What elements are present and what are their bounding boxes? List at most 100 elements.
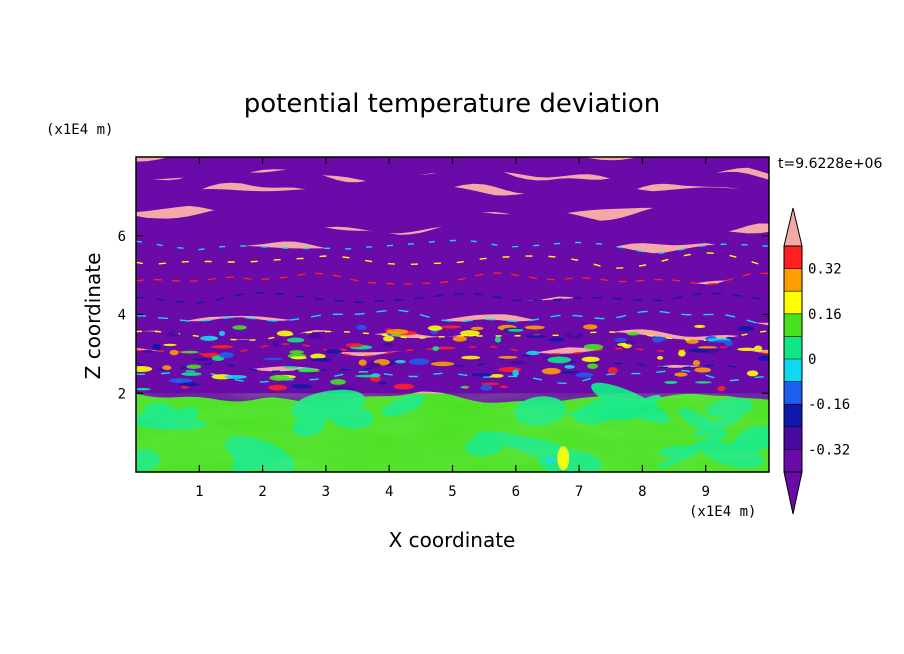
mixing-blob	[330, 379, 347, 385]
mixing-blob	[526, 350, 540, 356]
mixing-blob	[179, 382, 200, 387]
heatmap-field	[136, 157, 769, 472]
colorbar-segment	[784, 246, 802, 269]
mixing-blob	[368, 362, 381, 368]
x-tick-label: 3	[322, 484, 330, 500]
mixing-blob	[624, 339, 636, 345]
x-tick-label: 1	[195, 484, 203, 500]
y-tick-label: 4	[118, 308, 126, 324]
purple-band	[136, 183, 769, 219]
mixing-blob	[548, 337, 565, 342]
band-edge	[136, 252, 769, 269]
lower-texture	[136, 393, 769, 472]
mixing-blob	[697, 346, 718, 349]
mixing-blob	[614, 338, 627, 343]
band-edge	[136, 309, 769, 327]
mixing-blob	[746, 370, 759, 377]
mixing-blob	[657, 355, 664, 360]
mixing-blob	[678, 350, 686, 357]
mixing-blob	[694, 381, 712, 384]
colorbar-extend-bottom	[783, 471, 803, 515]
mixing-blob	[737, 325, 755, 332]
mixing-blob	[692, 360, 701, 366]
mixing-blob	[581, 356, 600, 363]
mixing-blob	[232, 325, 247, 330]
mixing-blob	[269, 374, 290, 381]
colorbar-segment	[784, 291, 802, 314]
mixing-blob	[757, 355, 769, 361]
mixing-blob	[408, 358, 430, 365]
mixing-blob	[541, 367, 561, 375]
mixing-blob	[686, 339, 699, 344]
mixing-blob	[480, 384, 493, 391]
mixing-blob	[186, 364, 202, 369]
mixing-blob	[136, 366, 153, 372]
mixing-blob	[652, 339, 662, 343]
mixing-blob	[141, 349, 154, 354]
band-edge	[136, 355, 769, 376]
colorbar-tick-label: 0.16	[808, 307, 842, 323]
colorbar-segment	[784, 359, 802, 382]
mixing-blob	[393, 383, 414, 390]
mixing-blob	[498, 355, 518, 359]
colorbar	[783, 207, 803, 515]
mixing-blob	[452, 336, 467, 342]
colorbar-segment	[784, 268, 802, 292]
mixing-blob	[218, 330, 226, 336]
mixing-blob	[583, 343, 604, 351]
x-tick-label: 2	[258, 484, 266, 500]
mixing-blob	[355, 374, 378, 378]
purple-band	[136, 222, 769, 253]
mixing-blob	[460, 330, 480, 337]
mixing-blob	[136, 387, 151, 391]
mixing-blob	[325, 349, 343, 354]
mixing-blob	[461, 355, 481, 360]
colorbar-segment	[784, 336, 802, 359]
chart-title: potential temperature deviation	[244, 89, 660, 119]
mixing-blob	[345, 343, 364, 348]
colorbar-extend-top	[783, 207, 803, 247]
mixing-blob	[717, 385, 726, 392]
mixing-blob	[471, 373, 492, 377]
mixing-blob	[430, 361, 455, 367]
mixing-blob	[382, 342, 393, 347]
mixing-blob	[510, 360, 527, 365]
mixing-blob	[152, 343, 161, 351]
mixing-blob	[460, 386, 469, 389]
mixing-blob	[394, 359, 406, 364]
mixing-blob	[435, 346, 455, 350]
mixing-blob	[507, 328, 524, 332]
mixing-blob	[310, 353, 326, 360]
mixing-blob	[219, 352, 234, 359]
mixing-blob	[564, 364, 575, 369]
mixing-blob	[607, 367, 618, 374]
mixing-blob	[163, 343, 177, 347]
x-tick-label: 9	[701, 484, 709, 500]
y-tick-label: 6	[118, 229, 126, 245]
colorbar-segment	[784, 381, 802, 405]
y-axis-label: Z coordinate	[81, 253, 105, 380]
mixing-blob	[761, 350, 769, 354]
mixing-blob	[753, 345, 763, 352]
mixing-blob	[427, 325, 443, 331]
y-axis-unit: (x1E4 m)	[46, 122, 113, 138]
x-tick-label: 5	[448, 484, 456, 500]
mixing-blob	[687, 348, 710, 353]
mixing-blob	[268, 384, 288, 391]
mixing-blob	[432, 346, 440, 351]
mixing-blob	[200, 335, 218, 341]
mixing-blob	[272, 340, 279, 347]
plot-area	[136, 157, 769, 472]
y-axis-ticks: 2 4 6	[118, 229, 769, 402]
mixing-blob	[162, 365, 172, 371]
mixing-blob	[286, 337, 305, 343]
colorbar-tick-label: 0.32	[808, 262, 842, 278]
mixing-blob	[386, 328, 409, 335]
mixing-blob	[210, 345, 234, 349]
x-tick-label: 6	[512, 484, 520, 500]
mixing-blob	[674, 372, 688, 377]
y-tick-label: 2	[118, 386, 126, 402]
mixing-blob	[308, 332, 323, 340]
mixing-blob	[263, 357, 284, 361]
mixing-blob	[489, 373, 504, 378]
